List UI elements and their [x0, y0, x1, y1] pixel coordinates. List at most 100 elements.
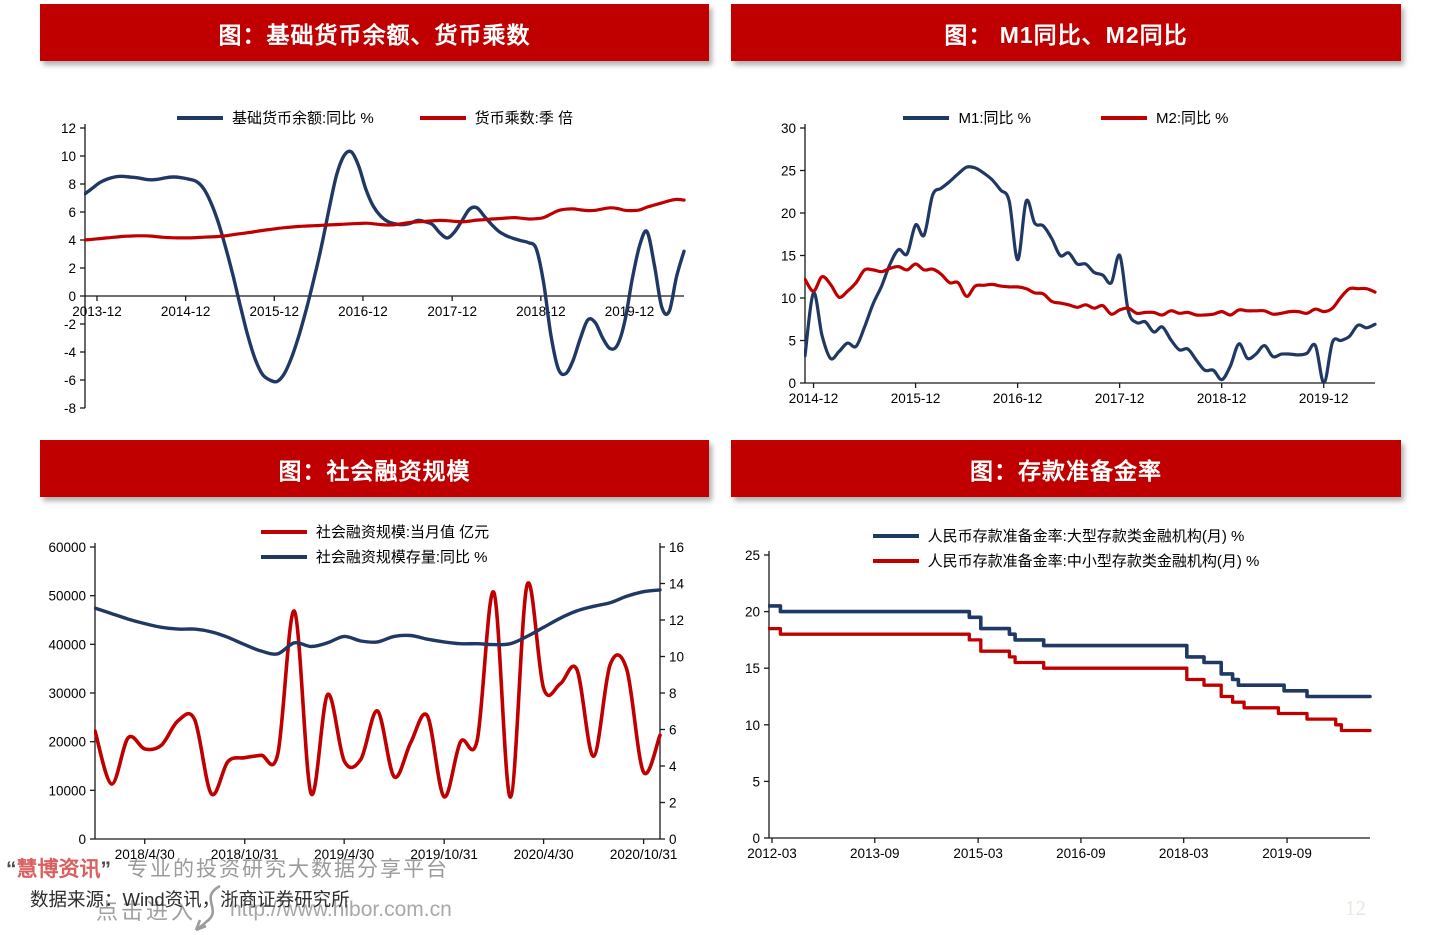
svg-text:2018-12: 2018-12 [1197, 391, 1247, 406]
svg-text:2013-12: 2013-12 [72, 304, 122, 319]
watermark-url: http://www.hibor.com.cn [230, 898, 452, 921]
svg-text:2014-12: 2014-12 [789, 391, 839, 406]
social-financing-axes [90, 543, 665, 844]
svg-text:25: 25 [745, 548, 760, 563]
svg-text:-2: -2 [64, 317, 76, 332]
m1-m2-axes [800, 124, 1375, 388]
banner-base-money: 图：基础货币余额、货币乘数 [40, 4, 709, 61]
svg-text:2019/10/31: 2019/10/31 [410, 847, 478, 862]
svg-text:12: 12 [61, 121, 76, 136]
svg-text:0: 0 [68, 289, 76, 304]
watermark-brand: 慧博资讯 [16, 858, 101, 881]
svg-text:5: 5 [788, 334, 796, 349]
svg-text:5: 5 [752, 774, 760, 789]
chart-social-financing: 社会融资规模:当月值 亿元 社会融资规模存量:同比 % 60000 50000 4000… [40, 503, 710, 883]
svg-text:15: 15 [781, 249, 796, 264]
svg-text:2019/4/30: 2019/4/30 [314, 847, 374, 862]
svg-text:2015-12: 2015-12 [250, 304, 300, 319]
base-money-plot: 12 10 8 6 4 2 0 -2 -4 -6 -8 2013-12 2014-12 2015-12 20… [61, 121, 686, 416]
data-source-text: 数据来源：Wind资讯，浙商证券研究所 [30, 889, 350, 910]
base-money-series-0 [84, 149, 686, 384]
svg-text:10: 10 [745, 718, 760, 733]
social-financing-series-1 [94, 588, 662, 656]
svg-text:2018-03: 2018-03 [1159, 846, 1209, 861]
svg-text:2020/4/30: 2020/4/30 [514, 847, 574, 862]
svg-text:2016-12: 2016-12 [993, 391, 1043, 406]
chart-base-money: 基础货币余额:同比 % 货币乘数:季 倍 12 10 8 6 4 2 0 -2 -4 -6 -8 2013… [40, 97, 710, 442]
chart-title-m1-m2: 图： M1同比、M2同比 [944, 21, 1188, 48]
social-financing-plot: 60000 50000 40000 30000 20000 10000 0 16 14 12 10 8… [48, 540, 685, 862]
watermark-brand-line: “慧博资讯” 专业的投资研究大数据分享平台 [6, 853, 449, 883]
svg-text:6: 6 [68, 205, 76, 220]
svg-text:2016-12: 2016-12 [338, 304, 388, 319]
chart-title-social-financing: 图：社会融资规模 [278, 457, 471, 484]
svg-text:6: 6 [669, 723, 677, 738]
svg-text:0: 0 [752, 831, 760, 846]
m1-m2-series-1 [804, 262, 1377, 317]
watermark-tagline: 专业的投资研究大数据分享平台 [127, 858, 449, 881]
svg-text:10: 10 [669, 650, 684, 665]
banner-social-financing: 图：社会融资规模 [40, 440, 709, 497]
svg-text:-4: -4 [64, 345, 76, 360]
svg-text:0: 0 [788, 376, 796, 391]
svg-text:2018/10/31: 2018/10/31 [211, 847, 279, 862]
svg-text:25: 25 [781, 164, 796, 179]
base-money-axis-labels: 12 10 8 6 4 2 0 -2 -4 -6 -8 2013-12 2014-12 2015-12 20… [61, 121, 654, 416]
svg-text:2: 2 [68, 261, 76, 276]
svg-text:12: 12 [669, 613, 684, 628]
svg-text:8: 8 [68, 177, 76, 192]
svg-text:10: 10 [61, 149, 76, 164]
banner-m1-m2: 图： M1同比、M2同比 [731, 4, 1401, 61]
chart-title-reserve-ratio: 图：存款准备金率 [970, 457, 1162, 484]
svg-text:2017-12: 2017-12 [1095, 391, 1145, 406]
watermark-open-quote: “ [6, 858, 17, 881]
svg-text:2013-09: 2013-09 [850, 846, 900, 861]
svg-text:20: 20 [781, 206, 796, 221]
svg-text:10: 10 [781, 291, 796, 306]
social-financing-series-0 [94, 581, 662, 799]
svg-text:2015-12: 2015-12 [891, 391, 941, 406]
watermark-click-text: 点击进入 [96, 899, 197, 924]
svg-text:50000: 50000 [48, 589, 86, 604]
svg-text:15: 15 [745, 661, 760, 676]
chart-m1-m2: M1:同比 % M2:同比 % 30 25 20 15 10 5 0 2014-12 2015-12… [731, 97, 1401, 442]
svg-text:2012-03: 2012-03 [747, 846, 797, 861]
svg-text:2019-12: 2019-12 [605, 304, 655, 319]
svg-text:0: 0 [669, 832, 677, 847]
svg-text:60000: 60000 [48, 540, 86, 555]
svg-text:2014-12: 2014-12 [161, 304, 211, 319]
reserve-ratio-series-0 [768, 604, 1372, 699]
m1-m2-series-0 [804, 165, 1377, 383]
svg-text:14: 14 [669, 577, 685, 592]
svg-text:2015-03: 2015-03 [953, 846, 1003, 861]
svg-text:2018-12: 2018-12 [516, 304, 566, 319]
page-number: 12 [1345, 896, 1366, 920]
svg-text:-6: -6 [64, 373, 76, 388]
svg-text:30: 30 [781, 121, 796, 136]
svg-text:20000: 20000 [48, 735, 86, 750]
svg-text:30000: 30000 [48, 686, 86, 701]
svg-text:2019-09: 2019-09 [1262, 846, 1312, 861]
svg-text:-8: -8 [64, 401, 76, 416]
watermark-close-quote: ” [100, 858, 112, 881]
svg-text:2020/10/31: 2020/10/31 [610, 847, 678, 862]
base-money-axes [80, 124, 684, 409]
banner-reserve-ratio: 图：存款准备金率 [731, 440, 1401, 497]
svg-text:0: 0 [78, 832, 86, 847]
reserve-ratio-axes [764, 551, 1370, 843]
chart-reserve-ratio: 人民币存款准备金率:大型存款类金融机构(月) % 人民币存款准备金率:中小型存款类… [731, 503, 1401, 883]
svg-text:2018/4/30: 2018/4/30 [115, 847, 175, 862]
hibor-arrow-icon [194, 884, 221, 932]
chart-title-base-money: 图：基础货币余额、货币乘数 [218, 21, 531, 48]
base-money-series-1 [84, 197, 686, 242]
svg-text:8: 8 [669, 686, 677, 701]
svg-text:10000: 10000 [48, 783, 86, 798]
svg-text:2019-12: 2019-12 [1299, 391, 1349, 406]
svg-text:2: 2 [669, 796, 677, 811]
svg-text:20: 20 [745, 605, 760, 620]
svg-text:4: 4 [68, 233, 76, 248]
